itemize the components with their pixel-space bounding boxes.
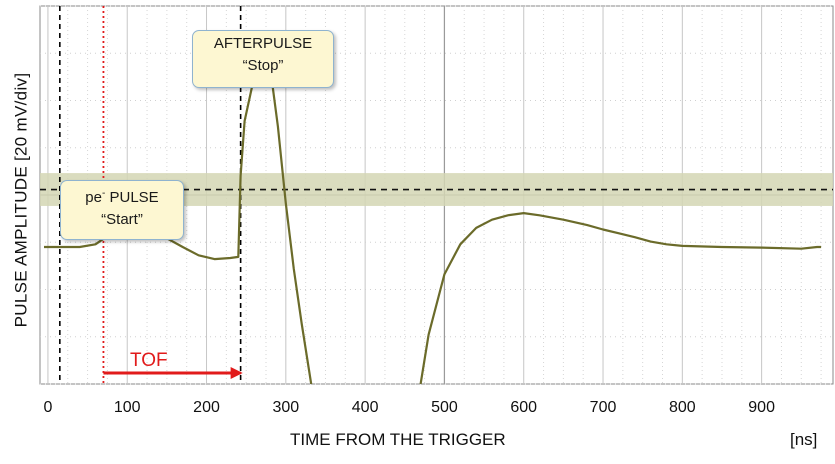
y-axis-label-box: PULSE AMPLITUDE [20 mV/div] [6,10,36,390]
pulse-text: PULSE [105,189,159,206]
x-axis-label: TIME FROM THE TRIGGER [290,430,506,449]
x-tick-label: 800 [669,399,696,416]
pe-superscript: - [101,188,106,199]
afterpulse-callout: AFTERPULSE “Stop” [192,30,334,88]
x-tick-label: 900 [748,399,775,416]
pe-pulse-callout-title: pe- PULSE [61,183,183,209]
x-tick-label: 500 [431,399,458,416]
afterpulse-callout-subtitle: “Stop” [242,57,284,74]
x-tick-labels: 0 100 200 300 400 500 600 700 800 900 [43,399,775,416]
x-tick-label: 400 [352,399,379,416]
x-tick-label: 300 [272,399,299,416]
x-tick-label: 100 [114,399,141,416]
afterpulse-callout-title: AFTERPULSE [213,35,313,52]
x-axis-unit: [ns] [790,430,818,449]
x-tick-label: 0 [43,399,52,416]
x-tick-label: 700 [590,399,617,416]
pe-pulse-callout-subtitle: “Start” [101,211,143,228]
pe-pulse-callout: pe- PULSE “Start” [60,180,184,240]
waveform-series [419,212,822,384]
y-axis-label: PULSE AMPLITUDE [20 mV/div] [11,72,30,328]
tof-label: TOF [130,350,168,371]
pe-text: pe [85,189,102,206]
x-tick-label: 600 [510,399,537,416]
x-tick-label: 200 [193,399,220,416]
